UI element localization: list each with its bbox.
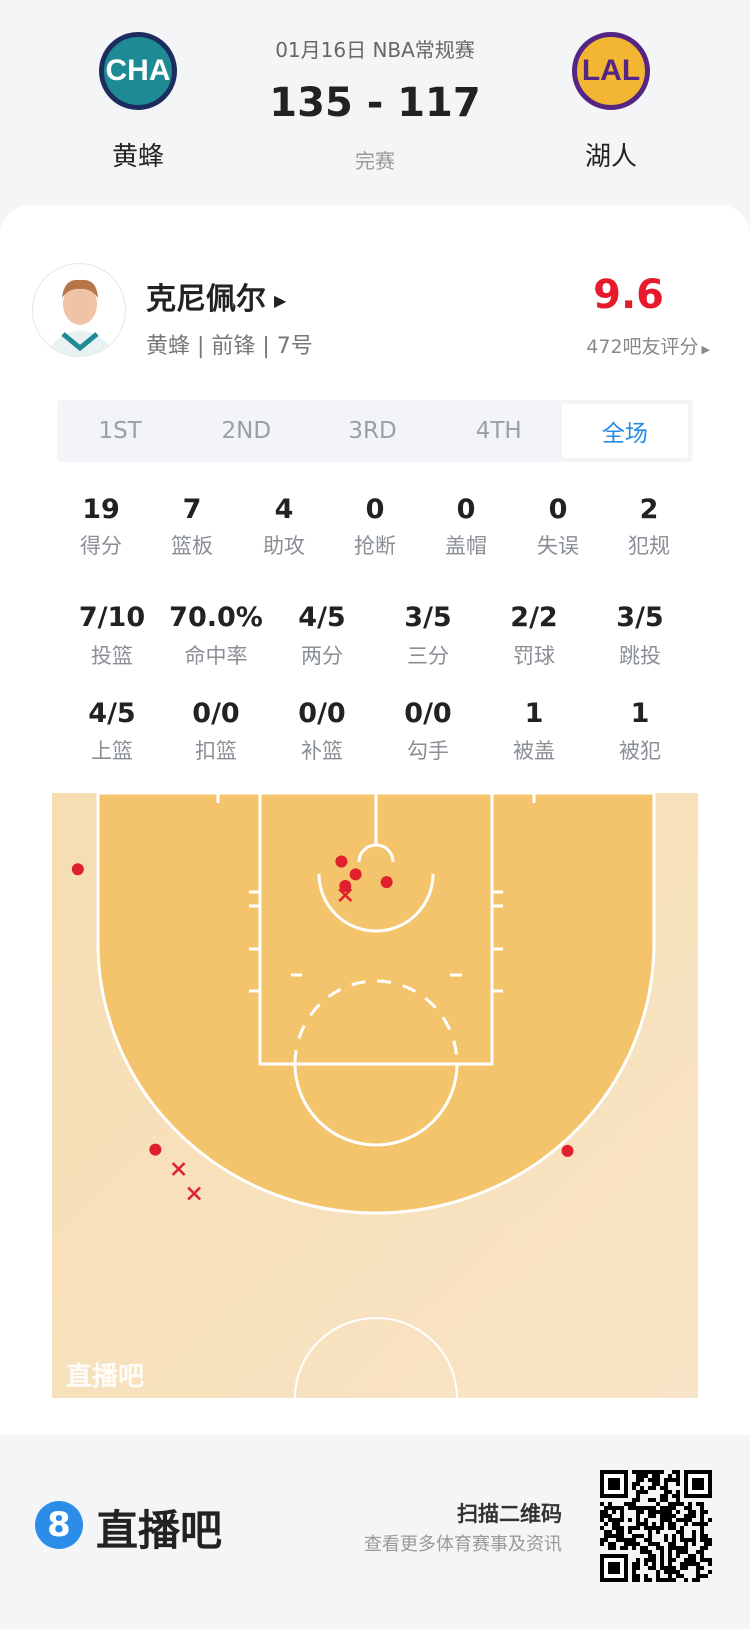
stat-label: 扣篮	[195, 739, 237, 763]
stat-label: 犯规	[628, 534, 670, 558]
tab-full-game[interactable]: 全场	[561, 404, 689, 458]
stat-value: 4	[274, 494, 294, 525]
court-watermark: 直播吧	[66, 1362, 144, 1392]
shot-chart: 直播吧	[52, 793, 698, 1398]
match-date: 01月16日 NBA常规赛	[275, 38, 475, 62]
home-team-name[interactable]: 黄蜂	[111, 142, 165, 172]
rating-link[interactable]: 472吧友评分 ▶	[586, 332, 710, 359]
player-rating: 9.6	[593, 272, 664, 318]
stat-label: 补篮	[301, 739, 343, 763]
stat-label: 盖帽	[445, 534, 487, 558]
stat-value: 1	[630, 698, 650, 729]
missed-shot-marker	[338, 888, 353, 902]
made-shot-marker	[71, 863, 84, 876]
period-tabs: 1ST 2ND 3RD 4TH 全场	[57, 400, 693, 462]
stat-value: 0/0	[404, 698, 452, 729]
stat-label: 抢断	[354, 534, 396, 558]
made-shot-marker	[349, 868, 362, 881]
match-score: 135 - 117	[269, 80, 481, 126]
caret-right-icon: ▶	[701, 343, 710, 356]
stat-label: 上篮	[91, 739, 133, 763]
stat-label: 罚球	[513, 644, 555, 668]
made-shot-marker	[380, 876, 393, 889]
home-team-logo[interactable]: CHA	[99, 32, 177, 110]
rating-count: 472吧友评分	[586, 336, 699, 358]
brand-name: 直播吧	[96, 1506, 223, 1555]
tab-4th[interactable]: 4TH	[475, 418, 522, 444]
away-team-name[interactable]: 湖人	[584, 142, 638, 172]
stat-value: 2/2	[510, 602, 558, 633]
made-shot-marker	[561, 1144, 574, 1157]
stat-value: 0/0	[192, 698, 240, 729]
stat-value: 19	[82, 494, 120, 525]
stat-value: 1	[524, 698, 544, 729]
stat-label: 命中率	[184, 644, 248, 668]
match-status: 完赛	[355, 149, 395, 173]
made-shot-marker	[339, 880, 352, 893]
qr-code[interactable]	[600, 1470, 712, 1582]
scan-subtitle: 查看更多体育赛事及资讯	[364, 1534, 562, 1555]
stat-label: 三分	[407, 644, 449, 668]
missed-shot-marker	[171, 1162, 186, 1176]
stat-value: 7	[182, 494, 202, 525]
player-name: 克尼佩尔	[146, 282, 266, 317]
stat-value: 2	[639, 494, 659, 525]
made-shot-marker	[149, 1143, 162, 1156]
stat-value: 7/10	[78, 602, 146, 633]
missed-shot-marker	[187, 1186, 202, 1201]
court-lines	[216, 793, 536, 1398]
stat-value: 3/5	[404, 602, 452, 633]
stat-value: 0	[456, 494, 476, 525]
stat-label: 两分	[301, 644, 343, 668]
stat-value: 0/0	[298, 698, 346, 729]
stat-value: 4/5	[298, 602, 346, 633]
brand-logo-icon: 8	[35, 1501, 83, 1549]
scan-title: 扫描二维码	[457, 1502, 562, 1526]
three-point-area	[96, 793, 656, 1215]
caret-right-icon: ▶	[274, 291, 287, 310]
stat-label: 勾手	[407, 739, 449, 763]
stat-label: 失误	[537, 534, 579, 558]
stat-value: 70.0%	[169, 602, 263, 633]
tab-1st[interactable]: 1ST	[98, 418, 142, 444]
stat-value: 0	[365, 494, 385, 525]
made-shot-marker	[335, 855, 348, 868]
stat-label: 得分	[80, 534, 122, 558]
stat-label: 投篮	[91, 644, 133, 668]
stat-label: 被犯	[619, 739, 661, 763]
player-photo-icon	[47, 279, 113, 356]
player-info: 黄蜂 | 前锋 | 7号	[146, 334, 313, 359]
stat-label: 助攻	[263, 534, 305, 558]
stat-value: 3/5	[616, 602, 664, 633]
stat-label: 跳投	[619, 644, 661, 668]
stat-value: 0	[548, 494, 568, 525]
tab-3rd[interactable]: 3RD	[348, 418, 397, 444]
stat-value: 4/5	[88, 698, 136, 729]
stat-label: 篮板	[171, 534, 213, 558]
player-name-link[interactable]: 克尼佩尔 ▶	[146, 274, 286, 318]
tab-2nd[interactable]: 2ND	[221, 418, 272, 444]
stat-label: 被盖	[513, 739, 555, 763]
away-team-logo[interactable]: LAL	[572, 32, 650, 110]
player-avatar[interactable]	[32, 263, 126, 357]
